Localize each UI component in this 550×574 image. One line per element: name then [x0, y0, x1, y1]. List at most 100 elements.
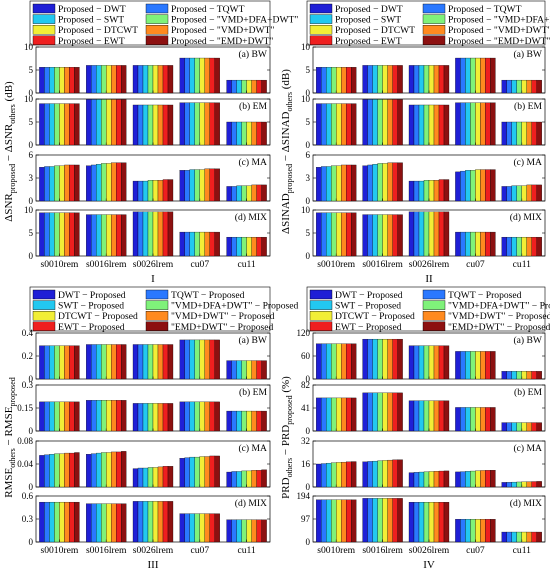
bar — [121, 162, 127, 202]
bar — [387, 162, 393, 202]
y-tick-label: 10 — [24, 94, 34, 104]
bar — [209, 102, 215, 146]
bar — [465, 170, 471, 202]
bar — [137, 180, 144, 202]
bar — [246, 185, 252, 202]
bar — [392, 65, 398, 94]
legend-label: EWT − Proposed — [335, 322, 402, 333]
bar — [455, 171, 461, 202]
figure-numeral: III — [148, 559, 159, 571]
bar — [214, 339, 220, 380]
bar — [121, 344, 127, 380]
bar — [465, 407, 471, 432]
panel-tag: (b) EM — [239, 387, 267, 398]
bar — [321, 103, 327, 146]
bar — [189, 513, 195, 543]
bar — [341, 164, 347, 202]
bar — [321, 343, 327, 380]
y-tick-label: 194 — [297, 491, 311, 501]
bar — [321, 212, 327, 257]
bar — [101, 214, 107, 257]
bar — [214, 57, 220, 94]
bar — [321, 463, 327, 488]
bar — [531, 121, 537, 146]
bar — [132, 501, 139, 543]
x-tick-label: s0010rem — [317, 259, 355, 270]
y-tick-label: 0.3 — [22, 380, 34, 390]
bar — [443, 179, 450, 202]
bar — [346, 461, 352, 488]
bar — [521, 236, 527, 257]
bar — [506, 186, 512, 202]
legend-label: "VMD+DWT" − Proposed — [448, 311, 550, 322]
bar — [465, 519, 471, 543]
bar — [423, 400, 430, 432]
bar — [485, 407, 491, 432]
bar — [204, 168, 210, 202]
bar — [189, 456, 195, 488]
bar — [86, 344, 92, 380]
bar — [408, 472, 415, 488]
bar — [428, 345, 435, 380]
panel-3: 0 16 32 (c) MA — [301, 436, 546, 492]
bar — [367, 214, 373, 257]
bar — [152, 344, 159, 380]
bar — [455, 231, 461, 257]
bar — [44, 67, 50, 94]
bar — [241, 470, 247, 488]
bar — [142, 344, 149, 380]
bar — [194, 401, 200, 432]
bar — [433, 400, 440, 432]
bar — [362, 461, 368, 488]
bar — [179, 513, 185, 543]
bar — [74, 501, 80, 543]
bar — [54, 103, 60, 146]
bar — [408, 180, 415, 202]
bar — [106, 214, 112, 257]
panel-tag: (d) MIX — [235, 498, 267, 509]
bar — [167, 501, 174, 543]
y-tick-label: 0 — [29, 251, 34, 261]
y-axis-label-part: − ΔSINAD — [280, 111, 292, 163]
bar — [367, 65, 373, 94]
bar — [336, 67, 342, 94]
legend-label: DTCWT − Proposed — [335, 311, 415, 322]
bar — [382, 214, 388, 257]
bar — [261, 79, 267, 94]
bar — [460, 351, 466, 380]
bar — [241, 519, 247, 543]
bar — [428, 502, 435, 543]
panel-tag: (b) EM — [239, 101, 267, 112]
bar — [101, 344, 107, 380]
bar — [106, 99, 112, 146]
legend-label: Proposed − EWT — [58, 36, 125, 47]
bar — [194, 231, 200, 257]
bar — [413, 211, 420, 257]
x-tick-label: s0016lrem — [86, 259, 127, 270]
bar — [438, 345, 445, 380]
bar — [485, 231, 491, 257]
bar — [433, 502, 440, 543]
bar — [116, 451, 122, 488]
bar — [321, 499, 327, 543]
bar — [137, 104, 144, 146]
bar — [531, 184, 537, 202]
y-tick-label: 0 — [306, 196, 311, 206]
bar — [179, 102, 185, 146]
bar — [331, 462, 337, 488]
y-tick-label: 82 — [301, 380, 310, 390]
bar — [341, 499, 347, 543]
bar — [74, 452, 80, 488]
bar — [465, 57, 471, 94]
bar — [59, 67, 65, 94]
legend-label: "VMD+DFA+DWT" − Proposed — [448, 301, 550, 312]
bar — [490, 57, 496, 94]
bar — [152, 211, 159, 257]
bar — [246, 79, 252, 94]
bar — [44, 103, 50, 146]
bar — [199, 339, 205, 380]
bar — [331, 103, 337, 146]
bar — [214, 401, 220, 432]
bar — [372, 65, 378, 94]
panel-tag: (c) MA — [238, 157, 267, 168]
